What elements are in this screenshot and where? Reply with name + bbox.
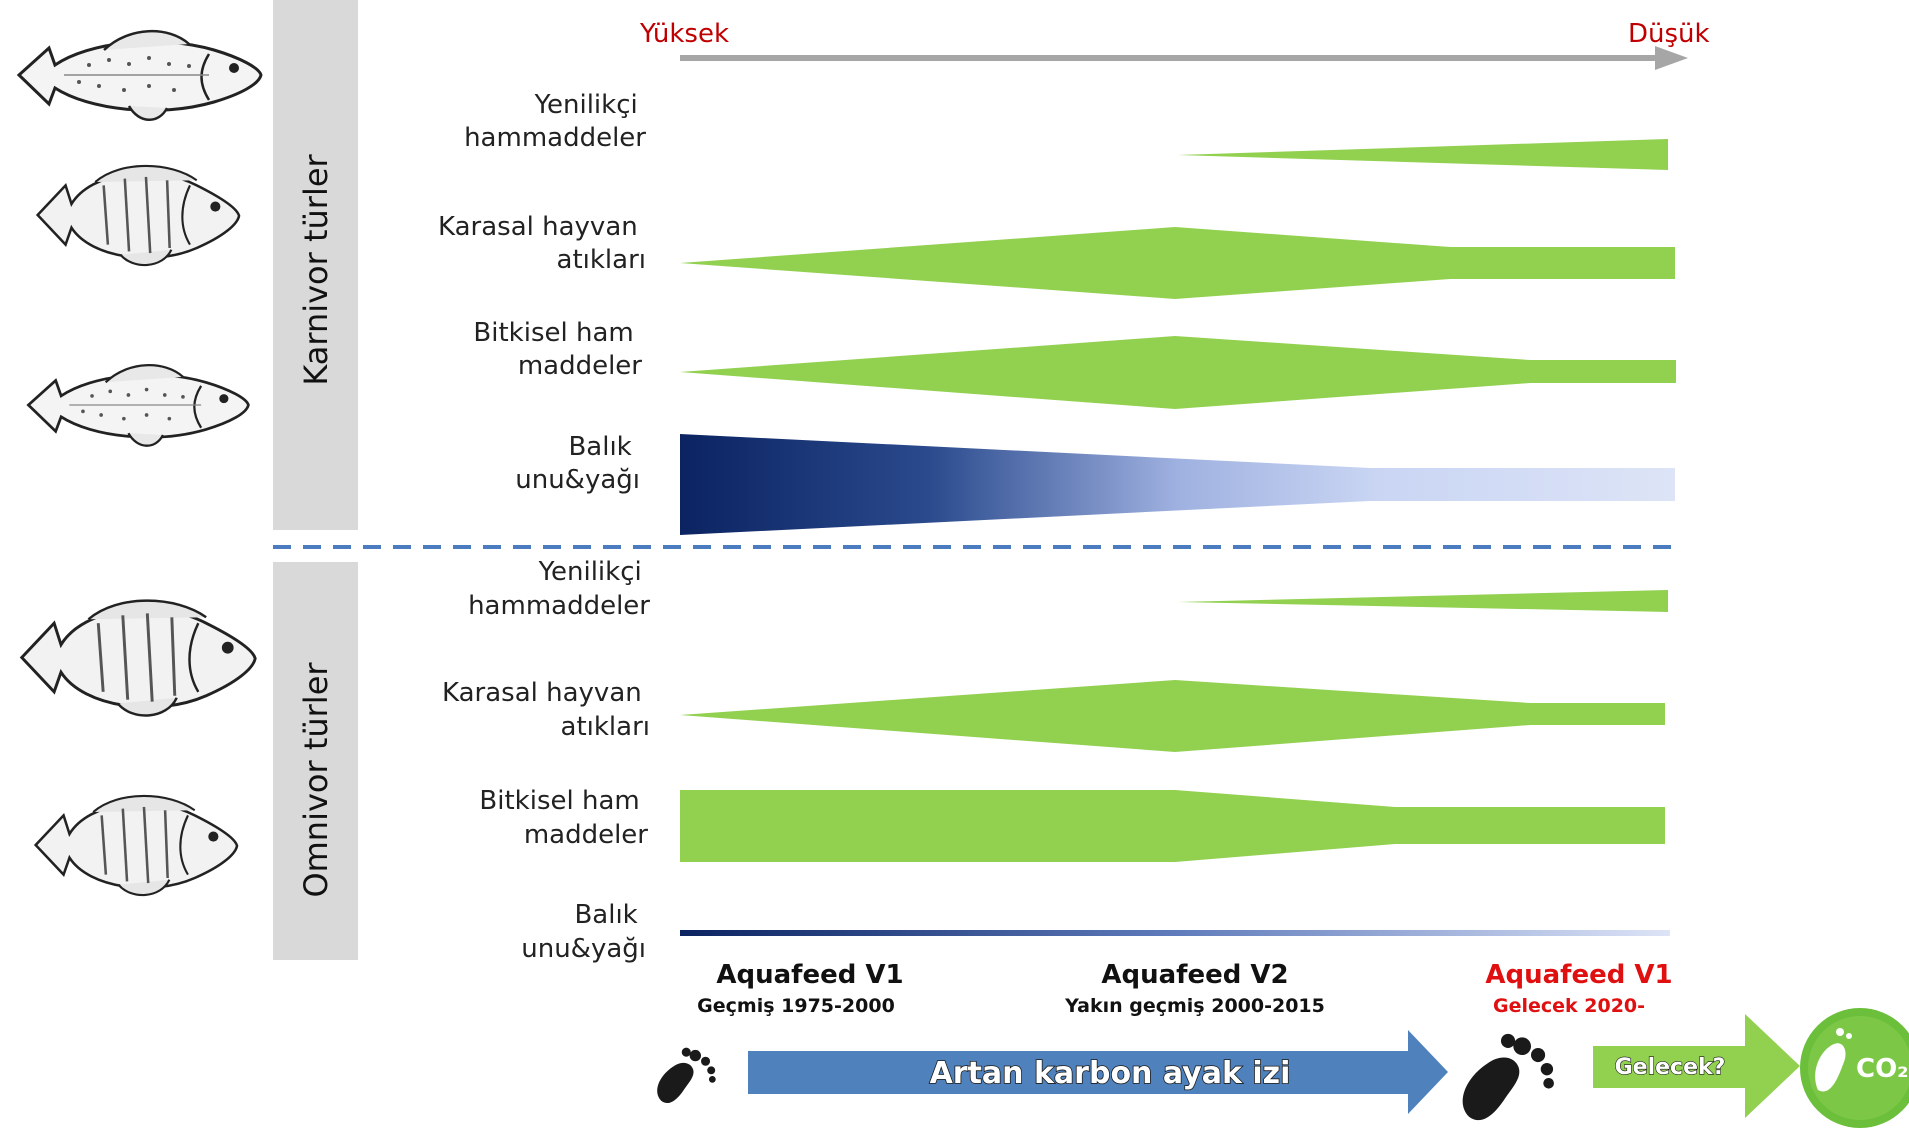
co2-badge-text: CO₂: [1856, 1054, 1909, 1084]
row-label: Yenilikçi hammaddeler: [468, 557, 650, 621]
footprint-icon: [1462, 1033, 1554, 1121]
row-label: Yenilikçi hammaddeler: [464, 90, 646, 153]
row-label: Bitkisel ham maddeler: [473, 318, 642, 381]
co2-footprint-badge-icon: CO₂: [1800, 1008, 1909, 1128]
era-subtitle: Geçmiş 1975-2000: [697, 995, 895, 1017]
era-title: Aquafeed V1: [1485, 960, 1672, 990]
fishmeal-oil-band: [680, 930, 1670, 936]
terrestrial-animal-byproducts-band: [680, 680, 1665, 752]
tilapia-fish-icon: [20, 599, 257, 718]
row-label: Karasal hayvan atıkları: [442, 678, 650, 742]
plant-ingredients-band: [680, 336, 1676, 409]
row-label: Balık unu&yağı: [521, 900, 646, 964]
era-subtitle: Gelecek 2020-: [1493, 995, 1645, 1017]
scale-arrow-head: [1655, 46, 1688, 70]
row-label: Karasal hayvan atıkları: [438, 212, 646, 275]
carnivore-side-panel: [273, 0, 358, 530]
carbon-footprint-arrow: [748, 1030, 1448, 1114]
sea-bream-fish-icon: [36, 164, 241, 267]
row-label: Bitkisel ham maddeler: [479, 786, 648, 850]
innovative-ingredients-band: [1178, 590, 1668, 612]
trout-fish-icon: [17, 29, 263, 122]
carp-fish-icon: [34, 794, 239, 897]
sea-bass-fish-icon: [26, 363, 250, 448]
innovative-ingredients-band: [1178, 139, 1668, 170]
footprint-icon: [657, 1047, 716, 1104]
terrestrial-animal-byproducts-band: [680, 227, 1675, 299]
future-arrow: [1593, 1014, 1800, 1118]
scale-high-label: Yüksek: [639, 19, 729, 49]
omnivore-side-panel: [273, 562, 358, 960]
era-title: Aquafeed V1: [716, 960, 903, 990]
carnivore-group-label: Karnivor türler: [297, 153, 335, 385]
scale-low-label: Düşük: [1628, 19, 1710, 49]
future-arrow-label: Gelecek?: [1615, 1055, 1726, 1080]
carbon-footprint-arrow-label: Artan karbon ayak izi: [930, 1056, 1291, 1091]
plant-ingredients-band: [680, 790, 1665, 862]
fishmeal-oil-band: [680, 434, 1675, 535]
era-subtitle: Yakın geçmiş 2000-2015: [1064, 995, 1325, 1017]
row-label: Balık unu&yağı: [515, 432, 640, 495]
omnivore-group-label: Omnivor türler: [297, 662, 335, 898]
era-title: Aquafeed V2: [1101, 960, 1288, 990]
